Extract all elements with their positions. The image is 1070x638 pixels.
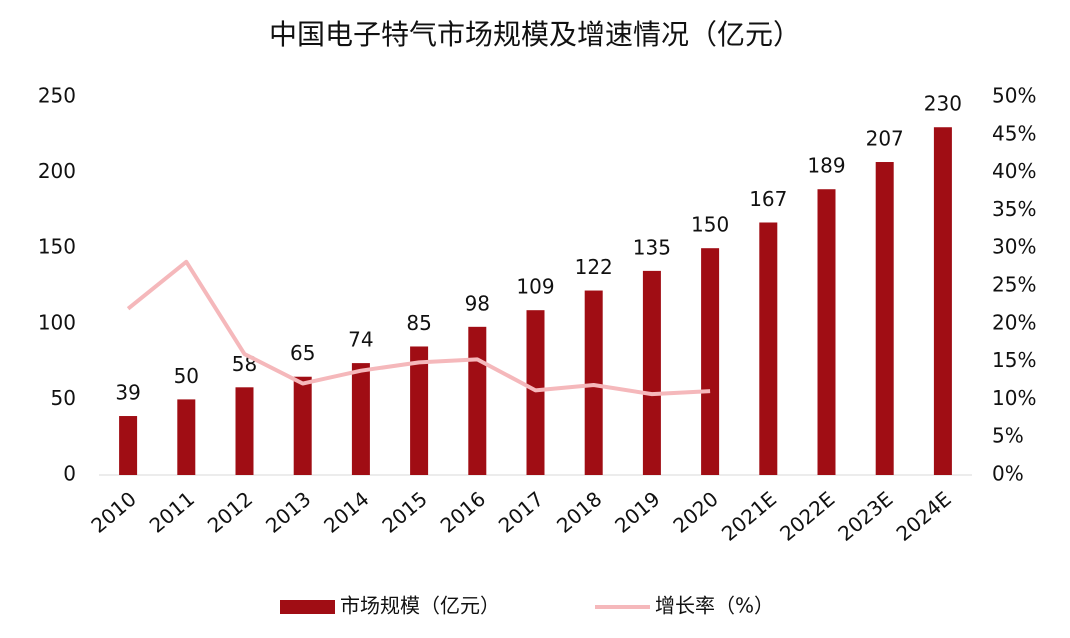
bar [119, 416, 138, 475]
x-tick-label: 2018 [552, 487, 606, 538]
data-label: 207 [866, 127, 904, 151]
y-tick-label: 200 [38, 159, 76, 183]
bar [642, 270, 661, 475]
x-tick-label: 2021E [717, 487, 781, 546]
data-label: 122 [575, 255, 613, 279]
data-label: 39 [115, 381, 140, 405]
x-tick-label: 2016 [436, 487, 490, 538]
data-label: 230 [924, 92, 962, 116]
y-tick-label: 50 [51, 386, 76, 410]
legend-label: 增长率（%） [655, 594, 774, 618]
bar [759, 222, 778, 475]
x-tick-label: 2015 [377, 487, 431, 538]
y-tick-label: 100 [38, 310, 76, 334]
y-tick-label: 250 [38, 84, 76, 108]
y2-tick-label: 25% [992, 273, 1036, 297]
bar [468, 326, 487, 475]
bar [351, 363, 370, 475]
y2-tick-label: 20% [992, 310, 1036, 334]
bar [875, 162, 894, 476]
bar [293, 376, 312, 475]
y2-tick-label: 30% [992, 235, 1036, 259]
data-label: 50 [174, 364, 199, 388]
chart-title: 中国电子特气市场规模及增速情况（亿元） [269, 18, 801, 51]
x-tick-label: 2024E [892, 487, 956, 546]
data-label: 74 [348, 328, 373, 352]
bar [235, 387, 254, 475]
x-tick-label: 2011 [145, 487, 199, 538]
data-label: 150 [691, 213, 729, 237]
y2-tick-label: 15% [992, 348, 1036, 372]
data-label: 85 [406, 311, 431, 335]
y2-tick-label: 45% [992, 121, 1036, 145]
data-label: 135 [633, 235, 671, 259]
x-tick-label: 2023E [833, 487, 897, 546]
x-tick-label: 2013 [261, 487, 315, 538]
x-tick-label: 2019 [610, 487, 664, 538]
bar [933, 127, 952, 476]
y2-tick-label: 5% [992, 424, 1024, 448]
bar [584, 290, 603, 475]
data-label: 109 [516, 275, 554, 299]
bar [410, 346, 429, 475]
data-label: 167 [749, 187, 787, 211]
x-tick-label: 2012 [203, 487, 257, 538]
x-tick-label: 2014 [319, 487, 373, 538]
bar [526, 310, 545, 475]
legend-label: 市场规模（亿元） [340, 594, 500, 618]
data-label: 65 [290, 341, 315, 365]
x-tick-label: 2017 [494, 487, 548, 538]
x-tick-label: 2022E [775, 487, 839, 546]
y2-tick-label: 50% [992, 84, 1036, 108]
y2-tick-label: 10% [992, 386, 1036, 410]
bar [177, 399, 196, 475]
bar [817, 189, 836, 475]
y2-tick-label: 0% [992, 462, 1024, 486]
y-tick-label: 150 [38, 235, 76, 259]
y2-tick-label: 40% [992, 159, 1036, 183]
x-tick-label: 2010 [86, 487, 140, 538]
y-tick-label: 0 [63, 462, 76, 486]
legend-swatch [280, 600, 335, 614]
data-label: 98 [465, 291, 490, 315]
x-tick-label: 2020 [668, 487, 722, 538]
bar [701, 248, 720, 475]
y2-tick-label: 35% [992, 197, 1036, 221]
data-label: 189 [807, 154, 845, 178]
line [126, 259, 711, 397]
